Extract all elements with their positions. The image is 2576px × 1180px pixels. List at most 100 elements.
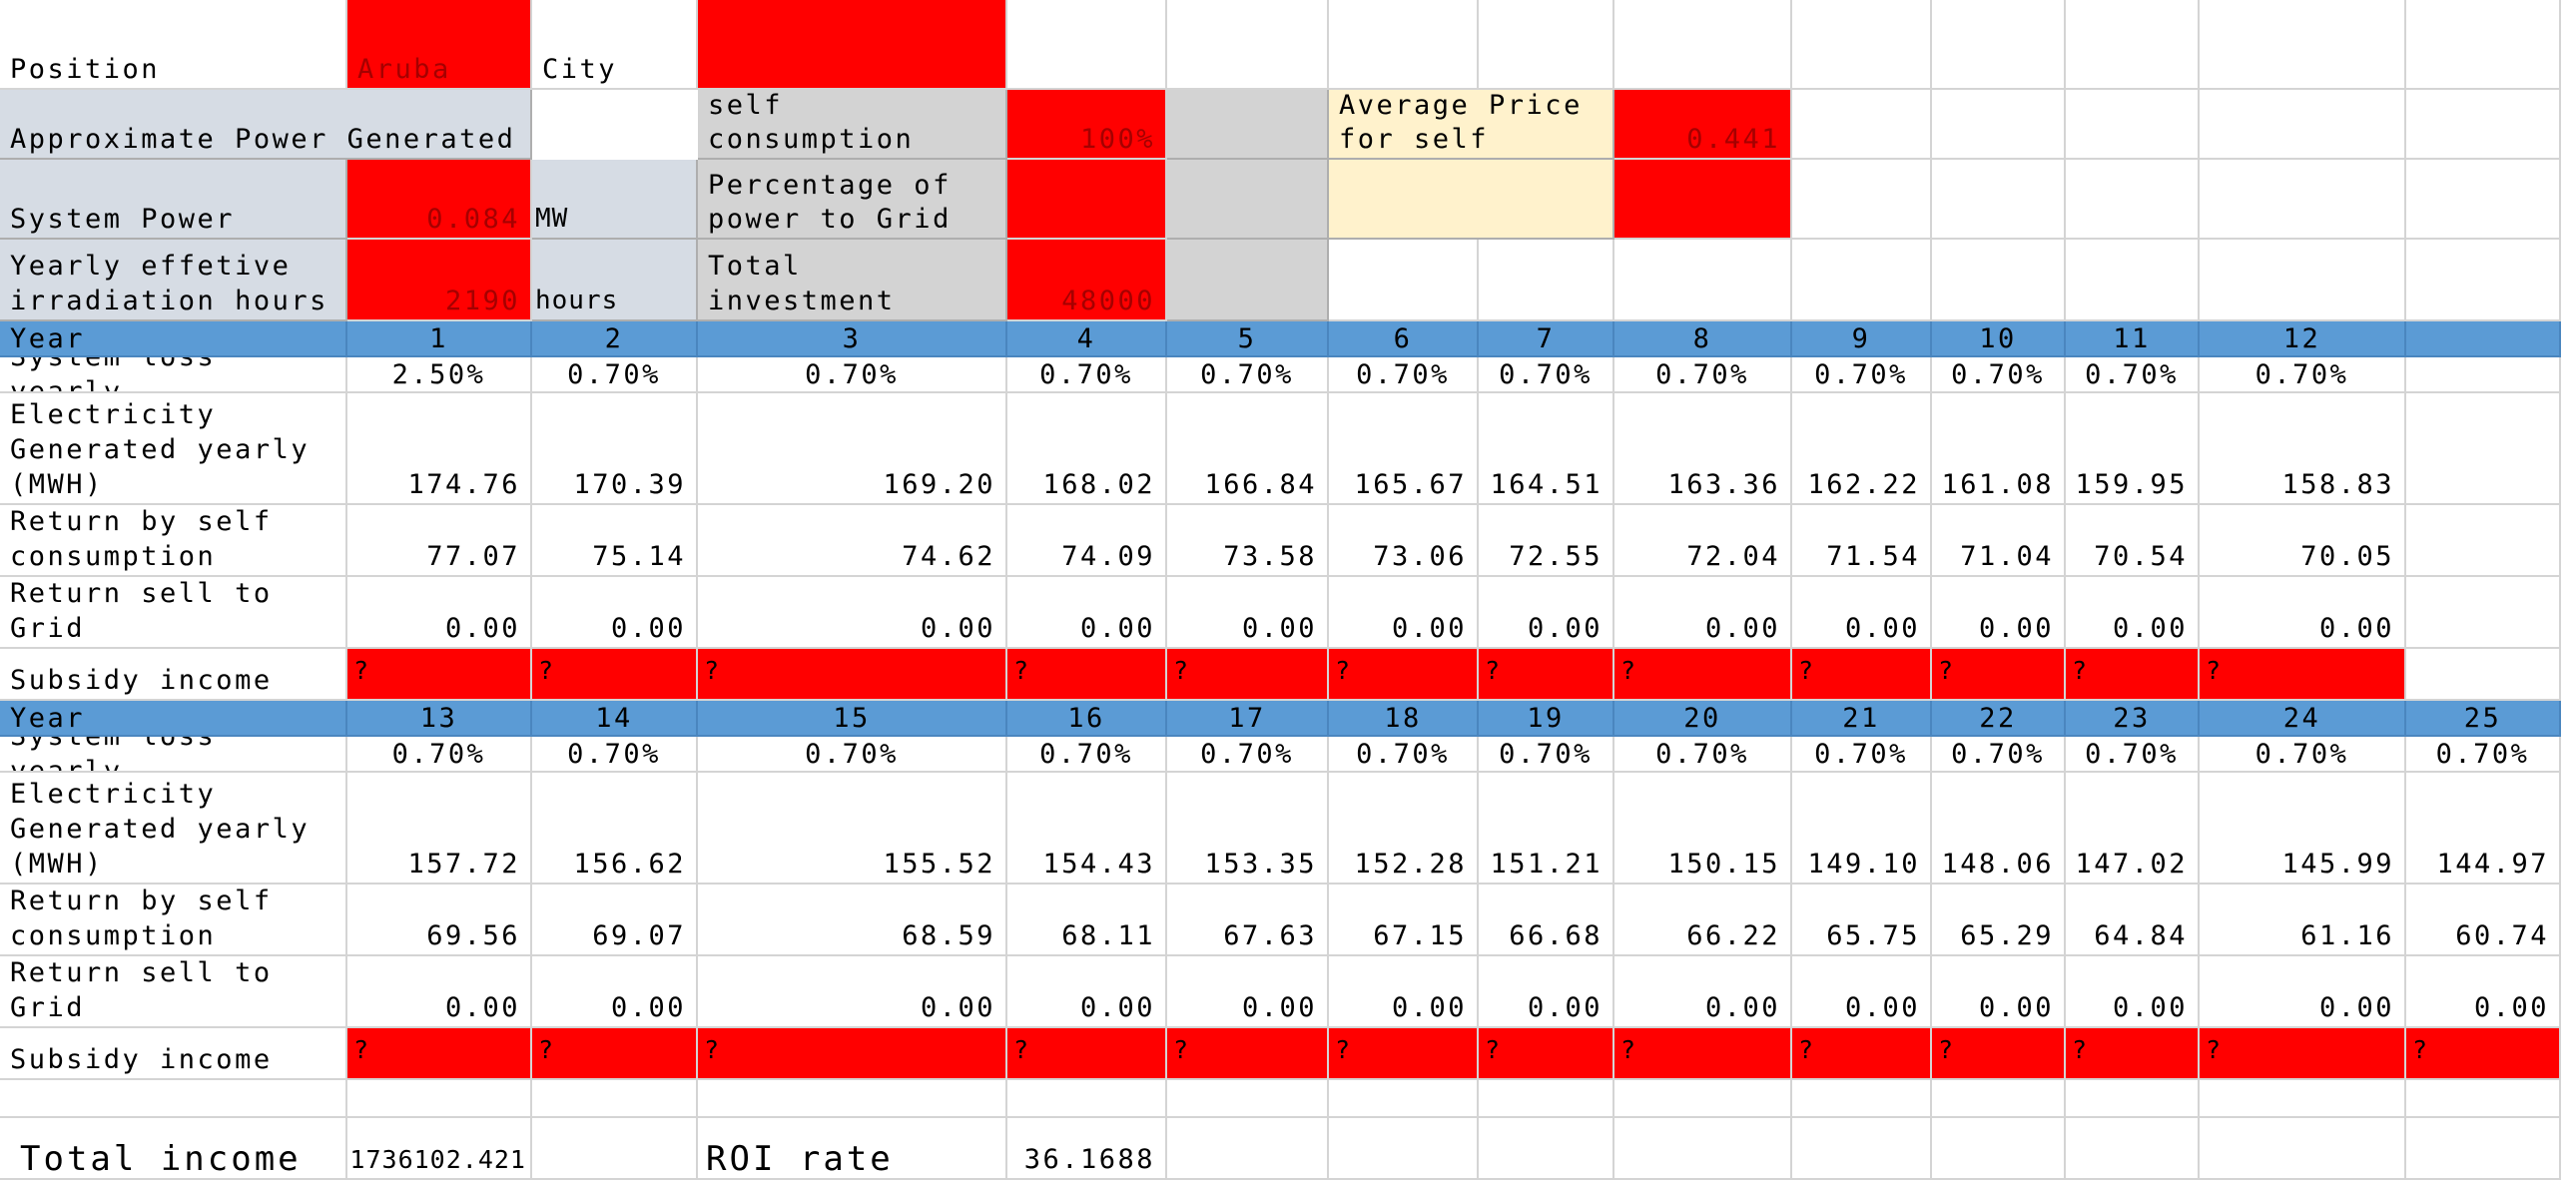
system-power-label[interactable]: System Power	[0, 160, 347, 240]
system-loss-cell[interactable]: 0.70%	[1007, 737, 1167, 773]
electricity-generated-cell[interactable]: 164.51	[1479, 393, 1614, 505]
header-empty-cell[interactable]	[2066, 160, 2200, 240]
year-label[interactable]: Year	[0, 321, 347, 357]
return-self-cell[interactable]: 68.59	[698, 885, 1007, 956]
year-cell[interactable]: 12	[2200, 321, 2406, 357]
empty-cell[interactable]	[2406, 505, 2561, 577]
header-empty-cell[interactable]	[1479, 0, 1614, 90]
electricity-generated-cell[interactable]: 162.22	[1792, 393, 1932, 505]
footer-empty-cell[interactable]	[1932, 1118, 2066, 1180]
electricity-generated-cell[interactable]: 148.06	[1932, 773, 2066, 885]
header-empty-cell[interactable]	[2406, 90, 2561, 160]
city-value-cell[interactable]	[698, 0, 1007, 90]
footer-empty-cell[interactable]	[2200, 1118, 2406, 1180]
footer-empty-1[interactable]	[532, 1118, 698, 1180]
return-self-cell[interactable]: 74.09	[1007, 505, 1167, 577]
subsidy-cell[interactable]: ?	[1614, 649, 1792, 701]
year-cell[interactable]: 17	[1167, 701, 1329, 737]
subsidy-cell[interactable]: ?	[1792, 649, 1932, 701]
return-grid-cell[interactable]: 0.00	[1479, 956, 1614, 1028]
avg-price-label[interactable]: Average Price for self	[1329, 90, 1614, 160]
system-loss-cell[interactable]: 0.70%	[2066, 357, 2200, 393]
electricity-generated-cell[interactable]: 153.35	[1167, 773, 1329, 885]
spacer-cell[interactable]	[1007, 1080, 1167, 1118]
spacer-cell[interactable]	[1167, 1080, 1329, 1118]
return-self-cell[interactable]: 69.56	[347, 885, 532, 956]
avg-price-value[interactable]: 0.441	[1614, 90, 1792, 160]
return-self-cell[interactable]: 71.04	[1932, 505, 2066, 577]
return-self-cell[interactable]: 64.84	[2066, 885, 2200, 956]
grid-pct-label[interactable]: Percentage of power to Grid	[698, 160, 1007, 240]
return-grid-cell[interactable]: 0.00	[1792, 577, 1932, 649]
spacer-cell[interactable]	[532, 1080, 698, 1118]
return-self-cell[interactable]: 66.68	[1479, 885, 1614, 956]
subsidy-cell[interactable]: ?	[1932, 1028, 2066, 1080]
subsidy-cell[interactable]: ?	[2066, 649, 2200, 701]
header-empty-cell[interactable]	[2200, 0, 2406, 90]
footer-empty-cell[interactable]	[1479, 1118, 1614, 1180]
return-self-cell[interactable]: 65.29	[1932, 885, 2066, 956]
header-empty-cell[interactable]	[2066, 240, 2200, 321]
header-empty-cell[interactable]	[2200, 90, 2406, 160]
spacer-cell[interactable]	[1479, 1080, 1614, 1118]
return-self-cell[interactable]: 66.22	[1614, 885, 1792, 956]
return-grid-cell[interactable]: 0.00	[698, 956, 1007, 1028]
spacer-cell[interactable]	[347, 1080, 532, 1118]
year-cell[interactable]: 13	[347, 701, 532, 737]
subsidy-cell[interactable]: ?	[1329, 649, 1479, 701]
return-grid-cell[interactable]: 0.00	[1932, 956, 2066, 1028]
electricity-generated-label[interactable]: Electricity Generated yearly (MWH)	[0, 773, 347, 885]
electricity-generated-cell[interactable]: 150.15	[1614, 773, 1792, 885]
electricity-generated-cell[interactable]: 169.20	[698, 393, 1007, 505]
spacer-cell[interactable]	[2406, 1080, 2561, 1118]
system-loss-cell[interactable]: 0.70%	[2066, 737, 2200, 773]
return-grid-cell[interactable]: 0.00	[2200, 956, 2406, 1028]
footer-empty-cell[interactable]	[1614, 1118, 1792, 1180]
system-loss-cell[interactable]: 0.70%	[1614, 357, 1792, 393]
year-cell[interactable]: 6	[1329, 321, 1479, 357]
year-cell[interactable]: 14	[532, 701, 698, 737]
return-grid-cell[interactable]: 0.00	[1329, 956, 1479, 1028]
spacer-cell[interactable]	[2066, 1080, 2200, 1118]
return-self-label[interactable]: Return by self consumption	[0, 885, 347, 956]
return-grid-cell[interactable]: 0.00	[1007, 577, 1167, 649]
header-empty-cell[interactable]	[2066, 90, 2200, 160]
irradiation-label[interactable]: Yearly effetive irradiation hours	[0, 240, 347, 321]
system-loss-cell[interactable]: 0.70%	[1479, 357, 1614, 393]
return-self-cell[interactable]: 74.62	[698, 505, 1007, 577]
subsidy-cell[interactable]: ?	[1932, 649, 2066, 701]
header-empty-cell[interactable]	[1792, 160, 1932, 240]
return-grid-cell[interactable]: 0.00	[347, 956, 532, 1028]
return-self-cell[interactable]: 75.14	[532, 505, 698, 577]
electricity-generated-cell[interactable]: 147.02	[2066, 773, 2200, 885]
return-grid-cell[interactable]: 0.00	[1932, 577, 2066, 649]
year-cell[interactable]: 18	[1329, 701, 1479, 737]
year-cell[interactable]: 15	[698, 701, 1007, 737]
year-cell[interactable]: 8	[1614, 321, 1792, 357]
electricity-generated-cell[interactable]: 165.67	[1329, 393, 1479, 505]
footer-empty-cell[interactable]	[2066, 1118, 2200, 1180]
electricity-generated-cell[interactable]: 170.39	[532, 393, 698, 505]
roi-label[interactable]: ROI rate	[698, 1118, 1007, 1180]
subsidy-cell[interactable]: ?	[1007, 1028, 1167, 1080]
position-label[interactable]: Position	[0, 0, 347, 90]
system-loss-cell[interactable]: 0.70%	[1614, 737, 1792, 773]
year-cell[interactable]: 5	[1167, 321, 1329, 357]
year-cell[interactable]: 4	[1007, 321, 1167, 357]
spacer-cell[interactable]	[1329, 1080, 1479, 1118]
subsidy-cell[interactable]: ?	[347, 1028, 532, 1080]
header-empty-cell[interactable]	[2406, 160, 2561, 240]
return-grid-cell[interactable]: 0.00	[1329, 577, 1479, 649]
subsidy-cell[interactable]: ?	[347, 649, 532, 701]
total-investment-value[interactable]: 48000	[1007, 240, 1167, 321]
header-empty-cell[interactable]	[1932, 160, 2066, 240]
return-self-cell[interactable]: 73.58	[1167, 505, 1329, 577]
system-loss-cell[interactable]: 0.70%	[532, 357, 698, 393]
return-grid-label[interactable]: Return sell to Grid	[0, 577, 347, 649]
subsidy-cell[interactable]: ?	[1792, 1028, 1932, 1080]
subsidy-cell[interactable]: ?	[532, 649, 698, 701]
year-cell[interactable]: 3	[698, 321, 1007, 357]
system-loss-cell[interactable]: 0.70%	[1792, 737, 1932, 773]
year-cell[interactable]: 10	[1932, 321, 2066, 357]
return-self-label[interactable]: Return by self consumption	[0, 505, 347, 577]
